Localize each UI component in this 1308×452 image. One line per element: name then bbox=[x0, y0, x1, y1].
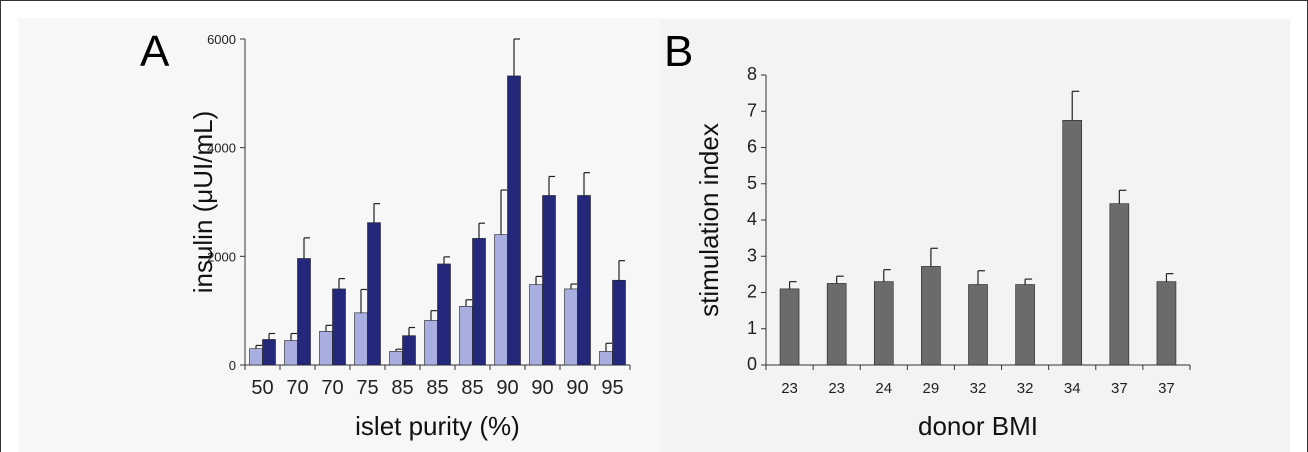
chart-a-bar bbox=[297, 258, 311, 366]
panel-a-letter: A bbox=[140, 27, 170, 76]
chart-b-x-tick-label: 23 bbox=[781, 380, 798, 397]
chart-b-y-tick-label: 3 bbox=[747, 245, 757, 265]
panel-b-letter: B bbox=[664, 27, 693, 76]
chart-a-x-tick-label: 75 bbox=[356, 377, 378, 399]
chart-a-bar bbox=[459, 306, 473, 366]
chart-a-x-tick-label: 95 bbox=[601, 377, 623, 399]
chart-b-bar bbox=[779, 288, 800, 366]
chart-a-bar bbox=[577, 195, 591, 366]
chart-b-y-tick-label: 2 bbox=[747, 282, 757, 302]
chart-a-bar bbox=[354, 312, 368, 366]
chart-a-y-axis-title: insulin (μUI/mL) bbox=[188, 111, 218, 294]
chart-a-bar bbox=[332, 288, 346, 366]
chart-b-x-tick-label: 37 bbox=[1158, 380, 1175, 397]
chart-panel-a: 0 2000 4000 6000 50 70 70 75 85 85 85 90 90 90 95 islet… bbox=[188, 32, 631, 441]
chart-b-y-tick-label: 0 bbox=[747, 354, 757, 374]
chart-a-x-axis-title: islet purity (%) bbox=[355, 411, 520, 441]
chart-a-x-tick-label: 85 bbox=[426, 377, 448, 399]
chart-b-bar bbox=[968, 284, 988, 366]
chart-a-bar bbox=[402, 335, 416, 366]
chart-b-bar bbox=[1015, 284, 1035, 366]
chart-b-x-tick-label: 24 bbox=[875, 380, 892, 397]
chart-b-bar bbox=[1156, 281, 1177, 366]
chart-a-x-tick-label: 70 bbox=[286, 377, 308, 399]
chart-a-bar bbox=[529, 284, 543, 366]
chart-a-bar bbox=[389, 351, 403, 366]
chart-b-y-axis-title: stimulation index bbox=[694, 123, 724, 317]
chart-b-y-tick-label: 7 bbox=[747, 100, 757, 120]
chart-a-y-tick-label: 0 bbox=[229, 358, 236, 373]
chart-b-x-tick-label: 32 bbox=[1017, 380, 1034, 397]
chart-a-bar bbox=[494, 234, 508, 366]
chart-a-bar bbox=[472, 238, 486, 366]
chart-a-bar bbox=[367, 222, 381, 366]
chart-b-x-tick-label: 23 bbox=[828, 380, 845, 397]
chart-a-x-tick-label: 85 bbox=[391, 377, 413, 399]
chart-a-x-tick-label: 70 bbox=[321, 377, 343, 399]
chart-a-bar bbox=[284, 340, 298, 366]
chart-a-bar bbox=[612, 279, 626, 366]
chart-a-bar bbox=[507, 75, 521, 366]
chart-a-x-tick-label: 85 bbox=[461, 377, 483, 399]
chart-a-y-tick-label: 4000 bbox=[207, 141, 236, 156]
chart-b-x-tick-label: 34 bbox=[1064, 380, 1081, 397]
chart-b-bar bbox=[873, 281, 894, 366]
chart-a-x-tick-label: 90 bbox=[566, 377, 588, 399]
chart-a-y-tick-label: 6000 bbox=[207, 32, 236, 47]
chart-b-x-tick-label: 37 bbox=[1111, 380, 1128, 397]
chart-a-bar bbox=[599, 351, 613, 366]
chart-b-x-tick-label: 29 bbox=[923, 380, 940, 397]
chart-a-bar bbox=[437, 263, 451, 366]
chart-b-bar bbox=[921, 266, 941, 366]
chart-a-bar bbox=[319, 331, 333, 366]
chart-b-x-axis-title: donor BMI bbox=[918, 411, 1038, 441]
chart-a-x-tick-label: 90 bbox=[496, 377, 518, 399]
chart-b-bar bbox=[1062, 120, 1083, 366]
chart-a-bar bbox=[249, 348, 263, 366]
chart-a-x-tick-label: 90 bbox=[531, 377, 553, 399]
chart-b-x-tick-label: 32 bbox=[970, 380, 987, 397]
chart-b-y-tick-label: 5 bbox=[747, 173, 757, 193]
chart-a-y-tick-label: 2000 bbox=[207, 249, 236, 264]
chart-b-y-tick-label: 1 bbox=[747, 318, 757, 338]
chart-a-x-tick-label: 50 bbox=[251, 377, 273, 399]
chart-b-bar bbox=[826, 283, 847, 366]
chart-a-bar bbox=[262, 339, 276, 366]
chart-a-bar bbox=[564, 288, 578, 366]
chart-a-bar bbox=[424, 320, 438, 366]
panel-b-background bbox=[660, 20, 1290, 452]
chart-b-y-tick-label: 6 bbox=[747, 137, 757, 157]
chart-a-bar bbox=[542, 195, 556, 366]
chart-b-bar bbox=[1109, 203, 1130, 366]
chart-b-y-tick-label: 4 bbox=[747, 209, 757, 229]
chart-b-y-tick-label: 8 bbox=[747, 64, 757, 84]
